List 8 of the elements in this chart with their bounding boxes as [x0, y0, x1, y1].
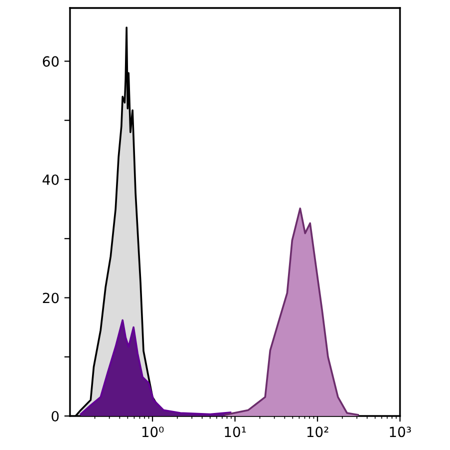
x-tick-label: 10⁰	[142, 426, 164, 438]
x-tick-label: 10³	[390, 426, 411, 438]
x-tick-label: 10¹	[224, 426, 246, 438]
y-tick-label: 60	[42, 56, 59, 67]
y-tick-label: 40	[42, 174, 59, 185]
y-tick-label: 20	[42, 292, 59, 304]
x-tick-label: 10²	[307, 426, 328, 438]
y-tick-label: 0	[52, 410, 59, 422]
